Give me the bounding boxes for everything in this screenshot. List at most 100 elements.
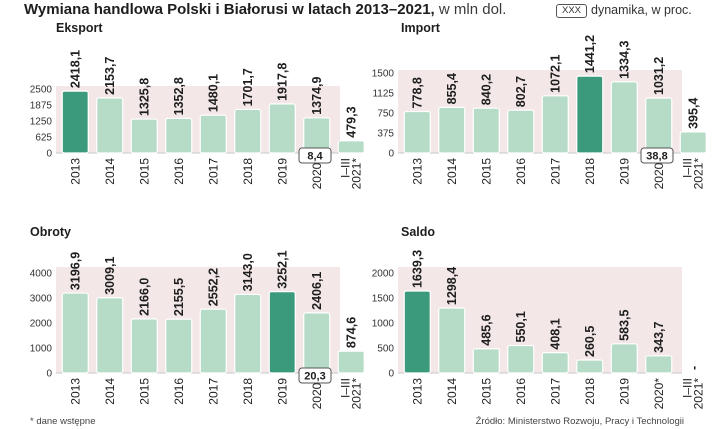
x-tick-label: 2021* [691,158,705,190]
x-tick-label: 2018 [583,378,597,405]
x-tick-label: 2014 [445,378,459,405]
y-tick-label: 625 [35,133,52,144]
bar [303,312,331,374]
bar [165,117,193,154]
y-tick-label: 3000 [30,294,53,305]
x-tick-label: 2013 [410,158,424,185]
bar [507,109,535,154]
x-tick-label: I–III [680,378,694,398]
value-label: 3143,0 [241,253,255,291]
x-tick-label: 2016 [514,378,528,405]
legend-label: dynamika, w proc. [591,3,692,17]
x-tick-label: 2017 [548,378,562,405]
value-label: 1298,4 [445,267,459,305]
value-label: 3252,1 [276,250,290,288]
x-tick-label: 2019 [275,378,289,405]
panel-title: Obroty [30,225,71,239]
y-tick-label: 1500 [372,294,395,305]
x-tick-label: 2019 [275,158,289,185]
bar [438,106,466,154]
dynamics-box [640,147,674,164]
dynamics-value: 38,8 [646,151,667,163]
value-label: 3009,1 [103,256,117,294]
y-tick-label: 2500 [30,85,53,96]
y-tick-label: 750 [377,109,394,120]
y-tick-label: 1250 [30,117,53,128]
x-tick-label: 2017 [548,158,562,185]
y-tick-label: 1000 [372,319,395,330]
x-tick-label: 2013 [68,378,82,405]
value-label: 408,1 [549,318,563,349]
value-label: 1441,2 [583,35,597,73]
x-tick-label: 2020* [310,378,324,410]
value-label: 1031,2 [652,57,666,95]
bar [472,348,500,374]
value-label: 855,4 [445,73,459,104]
x-tick-label: 2013 [68,158,82,185]
dynamics-box [298,367,332,384]
x-tick-label: 2021* [349,158,363,190]
dynamics-value: 20,3 [304,371,325,383]
x-tick-label: 2018 [241,378,255,405]
x-tick-label: 2015 [137,158,151,185]
bar [576,359,604,374]
bar [337,350,365,374]
value-label: 1325,8 [138,78,152,116]
y-tick-label: 1000 [30,344,53,355]
bar [610,81,638,154]
bar [61,90,89,154]
value-label: 874,6 [345,317,359,348]
bar [679,131,707,154]
x-tick-label: 2018 [583,158,597,185]
value-label: 2418,1 [69,50,83,88]
bar [507,344,535,374]
value-label: 395,4 [687,98,701,129]
value-label: 1701,7 [241,68,255,106]
value-label: 1352,8 [172,77,186,115]
value-label: 1334,3 [618,41,632,79]
panel-title: Saldo [401,225,435,239]
dynamics-value: 8,4 [307,151,323,163]
bar [199,114,227,154]
x-tick-label: 2019 [617,158,631,185]
x-tick-label: 2019 [617,378,631,405]
panel-title: Eksport [56,21,103,35]
bar [130,118,158,154]
value-label: 2166,0 [138,278,152,316]
x-tick-label: 2014 [103,158,117,185]
bar [610,343,638,374]
bar [541,95,569,154]
x-tick-label: 2018 [241,158,255,185]
y-tick-label: 0 [46,149,52,160]
bar [96,97,124,154]
panel-obroty: Obroty 0 1000 2000 3000 4000 3196,9 2013 3009,1 2… [30,225,365,409]
bar [234,108,262,154]
bar [268,291,296,374]
title-main: Wymiana handlowa Polski i Białorusi w la… [24,1,435,18]
value-label: 260,5 [583,326,597,357]
x-tick-label: 2015 [137,378,151,405]
x-tick-label: 2015 [479,158,493,185]
x-tick-label: 2021* [349,378,363,410]
x-tick-label: 2020* [310,158,324,190]
bar [403,290,431,374]
value-label: 1374,9 [310,77,324,115]
chart-title: Wymiana handlowa Polski i Białorusi w la… [24,1,506,18]
x-tick-label: 2015 [479,378,493,405]
value-label: 343,7 [652,321,666,352]
value-label: 1072,1 [549,55,563,93]
bar [96,297,124,374]
bar [199,308,227,374]
x-tick-label: 2014 [445,158,459,185]
value-label: 550,1 [514,311,528,342]
value-label: 583,5 [618,309,632,340]
source-note: Źródło: Ministerstwo Rozwoju, Pracy i Te… [475,416,684,427]
value-label: 2552,2 [207,268,221,306]
y-tick-label: 0 [388,149,394,160]
value-label: 778,8 [411,77,425,108]
value-label: - [687,366,701,370]
y-tick-label: 1125 [372,89,394,100]
bar [438,307,466,374]
x-tick-label: 2017 [206,158,220,185]
bar [234,293,262,374]
